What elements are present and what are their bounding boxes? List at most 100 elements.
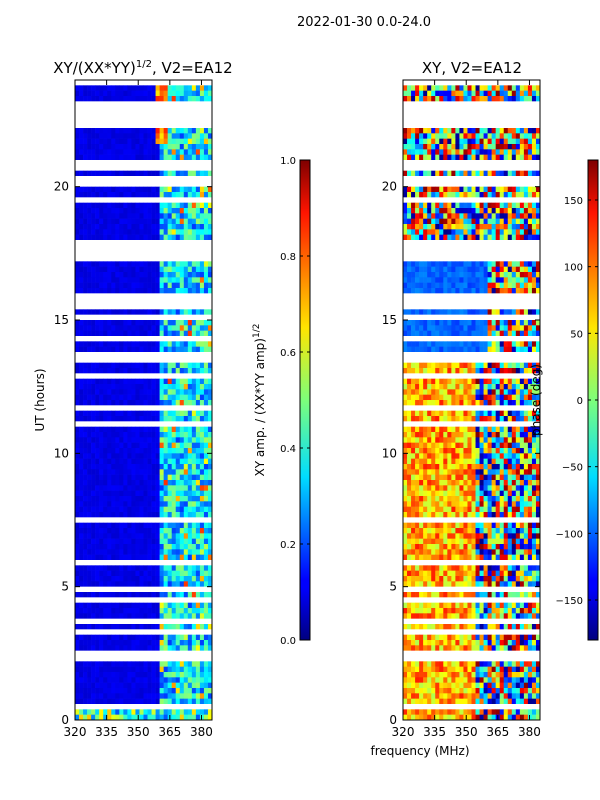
phase-cell: [427, 341, 432, 347]
amp-cell: [159, 602, 164, 609]
amp-cell: [99, 186, 104, 193]
phase-cell: [435, 464, 440, 470]
amp-cell: [103, 149, 108, 155]
phase-cell: [527, 410, 533, 417]
phase-cell: [475, 442, 480, 449]
amp-cell: [79, 90, 84, 97]
amp-cell: [163, 400, 168, 406]
amp-cell: [191, 192, 197, 198]
amp-cell: [199, 378, 205, 385]
amp-cell: [119, 672, 124, 678]
phase-cell: [495, 416, 501, 422]
phase-cell: [427, 325, 432, 331]
phase-cell: [535, 426, 540, 433]
phase-cell: [463, 144, 468, 150]
amp-cell: [79, 592, 84, 598]
amp-cell: [187, 320, 193, 326]
phase-cell: [443, 496, 448, 502]
amp-cell: [163, 394, 168, 401]
amp-cell: [179, 512, 185, 518]
phase-cell: [471, 346, 476, 353]
phase-cell: [455, 266, 460, 273]
amp-cell: [99, 277, 104, 283]
amp-cell: [163, 426, 168, 433]
amp-cell: [95, 330, 100, 337]
amp-cell: [179, 549, 185, 555]
amp-cell: [131, 640, 136, 646]
phase-cell: [447, 320, 452, 326]
amp-cell: [131, 346, 136, 353]
phase-cell: [451, 522, 456, 529]
amp-cell: [127, 672, 132, 678]
amp-cell: [151, 645, 156, 651]
amp-cell: [163, 202, 168, 209]
amp-cell: [159, 96, 164, 102]
phase-cell: [403, 341, 408, 347]
phase-cell: [527, 213, 533, 219]
amp-cell: [127, 533, 132, 539]
amp-cell: [187, 288, 193, 294]
x-tick-label: 350: [127, 725, 150, 739]
amp-cell: [103, 346, 108, 353]
amp-cell: [139, 602, 144, 609]
phase-cell: [535, 192, 540, 198]
phase-cell: [455, 368, 460, 374]
amp-cell: [175, 389, 181, 395]
y-tick-label: 5: [61, 580, 69, 594]
amp-cell: [115, 480, 120, 486]
amp-cell: [79, 544, 84, 550]
phase-cell: [435, 490, 440, 497]
amp-cell: [115, 592, 120, 598]
phase-cell: [423, 96, 428, 102]
amp-cell: [143, 480, 148, 486]
phase-cell: [435, 469, 440, 475]
amp-cell: [203, 512, 209, 518]
amp-cell: [131, 698, 136, 705]
amp-cell: [143, 666, 148, 673]
amp-cell: [87, 208, 92, 214]
phase-cell: [491, 138, 496, 145]
phase-cell: [483, 282, 488, 289]
phase-cell: [479, 416, 484, 422]
amp-cell: [159, 682, 164, 689]
amp-cell: [83, 709, 88, 715]
amp-cell: [187, 714, 193, 720]
amp-cell: [103, 277, 108, 283]
amp-cell: [179, 272, 185, 278]
phase-cell: [471, 362, 476, 369]
amp-cell: [119, 224, 124, 230]
amp-cell: [183, 144, 189, 150]
phase-cell: [503, 485, 509, 491]
amp-cell: [175, 544, 181, 550]
phase-cell: [435, 453, 440, 459]
amp-cell: [87, 442, 92, 449]
amp-cell: [167, 485, 173, 491]
phase-cell: [527, 464, 533, 470]
amp-cell: [135, 288, 140, 294]
amp-cell: [175, 261, 181, 267]
amp-cell: [199, 202, 205, 209]
amp-cell: [151, 128, 156, 134]
phase-cell: [459, 320, 464, 326]
phase-cell: [419, 448, 424, 454]
phase-cell: [451, 202, 456, 209]
phase-cell: [411, 288, 416, 294]
amp-cell: [179, 693, 185, 699]
phase-cell: [475, 261, 480, 267]
amp-cell: [167, 549, 173, 555]
amp-cell: [167, 378, 173, 385]
amp-cell: [203, 672, 209, 678]
phase-cell: [495, 496, 501, 502]
amp-cell: [151, 458, 156, 465]
amp-cell: [159, 282, 164, 289]
amp-cell: [83, 474, 88, 481]
phase-cell: [467, 282, 472, 289]
amp-cell: [131, 378, 136, 385]
phase-cell: [419, 138, 424, 145]
phase-cell: [523, 384, 529, 390]
amp-cell: [119, 410, 124, 417]
amp-cell: [123, 672, 128, 678]
amp-cell: [187, 672, 193, 678]
phase-cell: [535, 410, 540, 417]
phase-cell: [535, 416, 540, 422]
